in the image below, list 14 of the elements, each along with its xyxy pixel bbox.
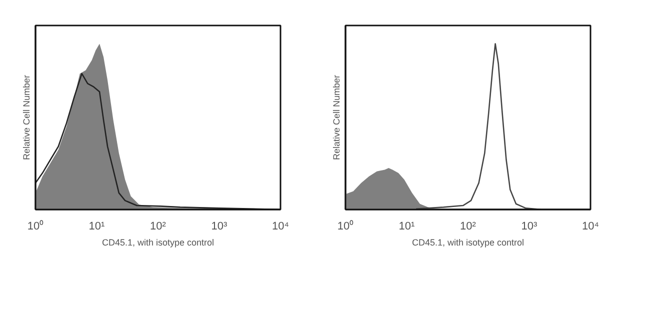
x-tick-label: 10² (460, 220, 476, 232)
x-tick-label: 10² (150, 220, 166, 232)
y-axis-title: Relative Cell Number (332, 74, 342, 160)
y-axis-title: Relative Cell Number (22, 74, 32, 160)
x-tick-label: 10⁰ (27, 220, 44, 232)
x-tick-label: 10¹ (398, 220, 416, 232)
x-tick-label: 10¹ (88, 220, 106, 232)
x-axis-title: CD45.1, with isotype control (102, 238, 214, 248)
x-axis-title: CD45.1, with isotype control (412, 238, 524, 248)
x-tick-label: 10⁴ (272, 220, 290, 232)
x-tick-label: 10³ (211, 220, 228, 232)
x-tick-label: 10⁰ (337, 220, 354, 232)
x-tick-label: 10³ (521, 220, 538, 232)
x-tick-label: 10⁴ (582, 220, 600, 232)
